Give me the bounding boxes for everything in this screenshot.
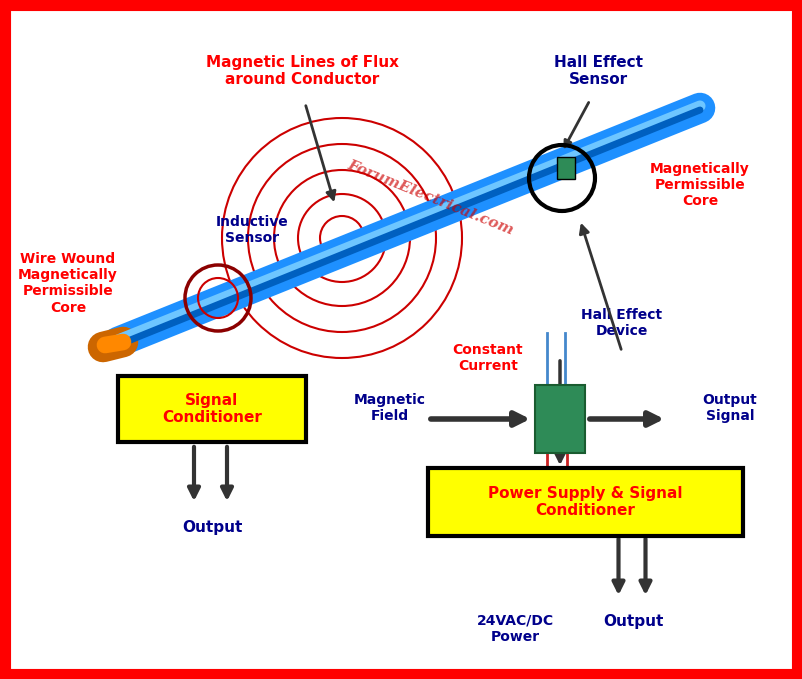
Text: Hall Effect
Device: Hall Effect Device: [581, 308, 662, 338]
Text: 24VAC/DC
Power: 24VAC/DC Power: [477, 614, 554, 644]
Text: Output
Signal: Output Signal: [703, 393, 757, 423]
Bar: [557, 157, 575, 179]
Text: Output: Output: [182, 520, 242, 535]
Bar: [535, 385, 585, 453]
Text: Magnetically
Permissible
Core: Magnetically Permissible Core: [650, 162, 750, 208]
Text: Wire Wound
Magnetically
Permissible
Core: Wire Wound Magnetically Permissible Core: [18, 252, 118, 314]
Text: Magnetic
Field: Magnetic Field: [354, 393, 426, 423]
Text: Constant
Current: Constant Current: [452, 343, 524, 373]
Bar: [118, 376, 306, 442]
Text: Hall Effect
Sensor: Hall Effect Sensor: [553, 55, 642, 88]
Text: Output: Output: [603, 614, 664, 629]
Text: Inductive
Sensor: Inductive Sensor: [216, 215, 289, 245]
Bar: [428, 468, 743, 536]
Text: ForumElectrical.com: ForumElectrical.com: [345, 158, 515, 238]
Text: Power Supply & Signal
Conditioner: Power Supply & Signal Conditioner: [488, 485, 683, 518]
Text: Signal
Conditioner: Signal Conditioner: [162, 392, 262, 425]
Text: Magnetic Lines of Flux
around Conductor: Magnetic Lines of Flux around Conductor: [205, 55, 399, 88]
